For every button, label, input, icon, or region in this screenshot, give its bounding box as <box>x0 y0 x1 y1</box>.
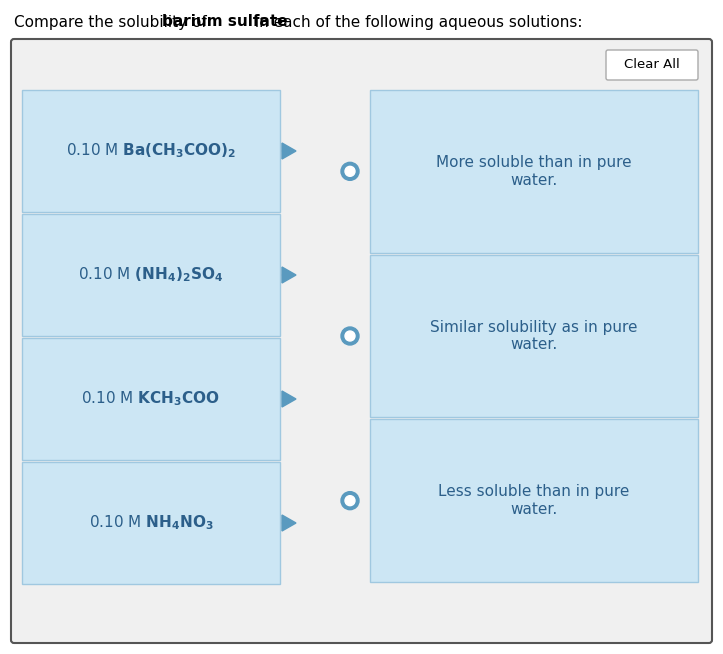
FancyBboxPatch shape <box>22 214 280 336</box>
Circle shape <box>345 166 355 177</box>
Text: 0.10 M $\mathbf{(NH_4)_2SO_4}$: 0.10 M $\mathbf{(NH_4)_2SO_4}$ <box>78 266 223 284</box>
Polygon shape <box>282 267 296 283</box>
FancyBboxPatch shape <box>22 462 280 584</box>
Polygon shape <box>282 515 296 531</box>
Text: barium sulfate: barium sulfate <box>162 14 288 29</box>
Circle shape <box>345 496 355 506</box>
Text: Less soluble than in pure
water.: Less soluble than in pure water. <box>438 485 630 517</box>
Text: in each of the following aqueous solutions:: in each of the following aqueous solutio… <box>250 14 583 29</box>
FancyBboxPatch shape <box>370 254 698 417</box>
Text: Compare the solubility of: Compare the solubility of <box>14 14 212 29</box>
Text: 0.10 M $\mathbf{Ba(CH_3COO)_2}$: 0.10 M $\mathbf{Ba(CH_3COO)_2}$ <box>66 142 236 160</box>
FancyBboxPatch shape <box>11 39 712 643</box>
Text: 0.10 M $\mathbf{NH_4NO_3}$: 0.10 M $\mathbf{NH_4NO_3}$ <box>89 513 213 532</box>
FancyBboxPatch shape <box>22 338 280 460</box>
FancyBboxPatch shape <box>370 90 698 252</box>
Circle shape <box>345 331 355 341</box>
Circle shape <box>341 162 359 181</box>
Text: More soluble than in pure
water.: More soluble than in pure water. <box>436 155 632 188</box>
Text: Similar solubility as in pure
water.: Similar solubility as in pure water. <box>430 320 638 353</box>
Text: Clear All: Clear All <box>624 58 680 71</box>
Polygon shape <box>282 391 296 407</box>
Polygon shape <box>282 143 296 159</box>
Circle shape <box>341 327 359 345</box>
Circle shape <box>341 492 359 509</box>
FancyBboxPatch shape <box>370 419 698 582</box>
FancyBboxPatch shape <box>606 50 698 80</box>
FancyBboxPatch shape <box>22 90 280 212</box>
Text: 0.10 M $\mathbf{KCH_3COO}$: 0.10 M $\mathbf{KCH_3COO}$ <box>82 390 221 408</box>
